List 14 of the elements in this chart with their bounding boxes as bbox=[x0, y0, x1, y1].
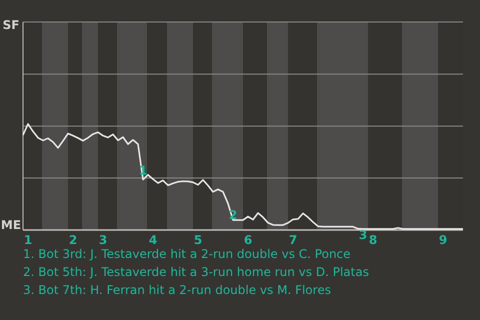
x-tick-label: 7 bbox=[288, 233, 298, 247]
text: 1. Bot 3rd: J. Testaverde hit a 2-run double vs C. Ponce bbox=[23, 247, 351, 261]
text: 3. Bot 7th: H. Ferran hit a 2-run double vs M. Flores bbox=[23, 283, 331, 297]
x-tick-label: 6 bbox=[244, 233, 252, 247]
x-tick-label: 9 bbox=[438, 233, 448, 247]
x-tick-label: 8 bbox=[368, 233, 378, 247]
x-tick-label: 4 bbox=[148, 233, 158, 247]
x-tick-label: 5 bbox=[194, 233, 202, 247]
text: SF bbox=[2, 18, 20, 32]
x-tick-label: 1 bbox=[24, 233, 32, 247]
x-tick-label: 3 bbox=[98, 233, 108, 247]
text: ME bbox=[0, 218, 22, 232]
text: 2. Bot 5th: J. Testaverde hit a 3-run home run vs D. Platas bbox=[23, 265, 369, 279]
x-tick-label: 2 bbox=[68, 233, 78, 247]
